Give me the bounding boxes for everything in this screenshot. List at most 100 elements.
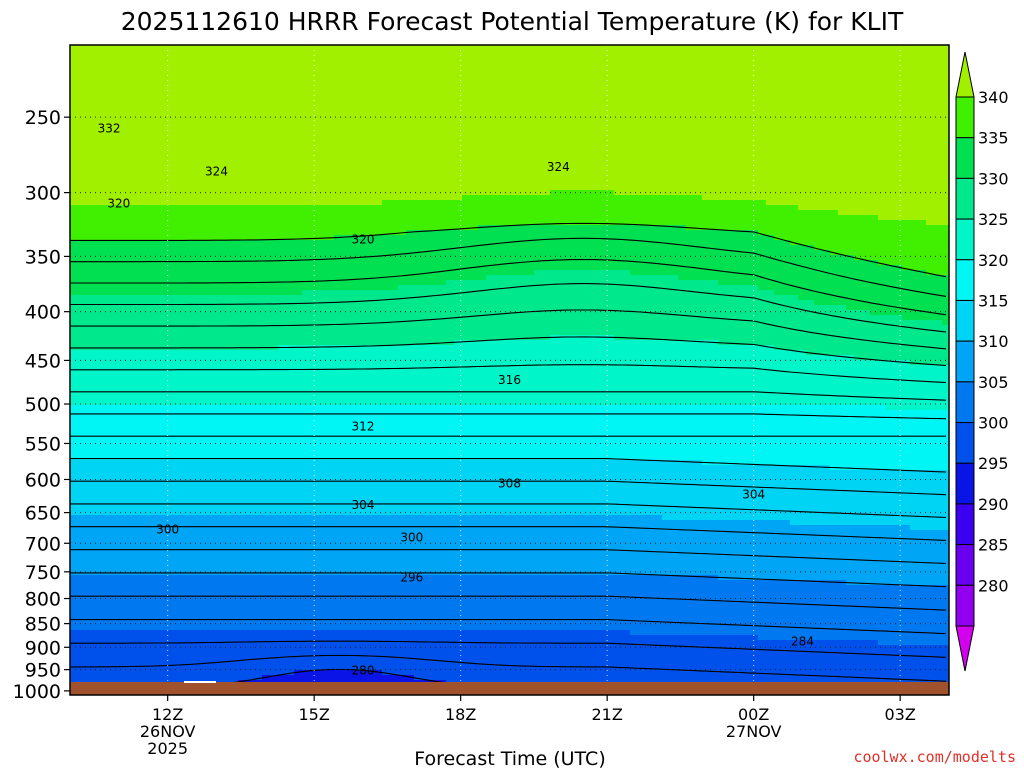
theta-cell	[286, 425, 295, 431]
theta-cell	[86, 580, 95, 586]
theta-cell	[158, 80, 167, 86]
theta-cell	[350, 120, 359, 126]
theta-cell	[70, 590, 79, 596]
theta-cell	[334, 275, 343, 281]
theta-cell	[94, 465, 103, 471]
theta-cell	[358, 160, 367, 166]
theta-cell	[110, 315, 119, 321]
theta-cell	[278, 255, 287, 261]
theta-cell	[286, 110, 295, 116]
theta-cell	[238, 385, 247, 391]
theta-cell	[262, 150, 271, 156]
theta-cell	[166, 45, 175, 51]
theta-cell	[174, 495, 183, 501]
theta-cell	[94, 420, 103, 426]
theta-cell	[206, 305, 215, 311]
theta-cell	[86, 590, 95, 596]
theta-cell	[326, 580, 335, 586]
theta-cell	[118, 635, 127, 641]
theta-cell	[246, 580, 255, 586]
theta-cell	[326, 340, 335, 346]
theta-cell	[110, 560, 119, 566]
theta-cell	[342, 585, 351, 591]
theta-cell	[286, 590, 295, 596]
theta-cell	[102, 405, 111, 411]
theta-cell	[326, 575, 335, 581]
theta-cell	[158, 360, 167, 366]
theta-cell	[174, 215, 183, 221]
theta-cell	[86, 310, 95, 316]
theta-cell	[262, 160, 271, 166]
theta-cell	[118, 130, 127, 136]
theta-cell	[294, 595, 303, 601]
theta-cell	[302, 325, 311, 331]
theta-cell	[230, 455, 239, 461]
theta-cell	[214, 290, 223, 296]
theta-cell	[142, 430, 151, 436]
theta-cell	[318, 350, 327, 356]
theta-cell	[222, 520, 231, 526]
theta-cell	[238, 135, 247, 141]
theta-cell	[126, 80, 135, 86]
theta-cell	[206, 165, 215, 171]
theta-cell	[174, 385, 183, 391]
theta-cell	[134, 420, 143, 426]
theta-cell	[174, 625, 183, 631]
theta-cell	[126, 430, 135, 436]
theta-cell	[358, 230, 367, 236]
theta-cell	[190, 265, 199, 271]
theta-cell	[246, 430, 255, 436]
theta-cell	[86, 525, 95, 531]
theta-cell	[206, 195, 215, 201]
theta-cell	[342, 180, 351, 186]
theta-cell	[110, 95, 119, 101]
theta-cell	[350, 50, 359, 56]
theta-cell	[94, 540, 103, 546]
theta-cell	[366, 240, 375, 246]
theta-cell	[246, 470, 255, 476]
theta-cell	[246, 250, 255, 256]
theta-cell	[110, 230, 119, 236]
theta-cell	[158, 600, 167, 606]
theta-cell	[294, 215, 303, 221]
theta-cell	[182, 195, 191, 201]
theta-cell	[86, 350, 95, 356]
theta-cell	[190, 75, 199, 81]
theta-cell	[358, 150, 367, 156]
theta-cell	[350, 450, 359, 456]
theta-cell	[102, 655, 111, 661]
theta-cell	[254, 430, 263, 436]
theta-cell	[198, 420, 207, 426]
theta-cell	[294, 500, 303, 506]
theta-cell	[158, 240, 167, 246]
theta-cell	[158, 520, 167, 526]
theta-cell	[166, 550, 175, 556]
theta-cell	[270, 105, 279, 111]
theta-cell	[334, 55, 343, 61]
theta-cell	[198, 230, 207, 236]
theta-cell	[198, 580, 207, 586]
theta-cell	[70, 90, 79, 96]
theta-cell	[318, 330, 327, 336]
theta-cell	[70, 185, 79, 191]
theta-cell	[270, 250, 279, 256]
theta-cell	[230, 675, 239, 681]
theta-cell	[294, 150, 303, 156]
theta-cell	[318, 425, 327, 431]
theta-cell	[326, 605, 335, 611]
theta-cell	[254, 135, 263, 141]
theta-cell	[358, 70, 367, 76]
theta-cell	[182, 370, 191, 376]
theta-cell	[166, 435, 175, 441]
theta-cell	[94, 590, 103, 596]
theta-cell	[278, 325, 287, 331]
theta-cell	[102, 330, 111, 336]
theta-cell	[118, 290, 127, 296]
theta-cell	[374, 180, 383, 186]
theta-cell	[118, 115, 127, 121]
theta-cell	[190, 560, 199, 566]
theta-cell	[102, 55, 111, 61]
theta-cell	[70, 525, 79, 531]
theta-cell	[86, 425, 95, 431]
theta-cell	[78, 650, 87, 656]
